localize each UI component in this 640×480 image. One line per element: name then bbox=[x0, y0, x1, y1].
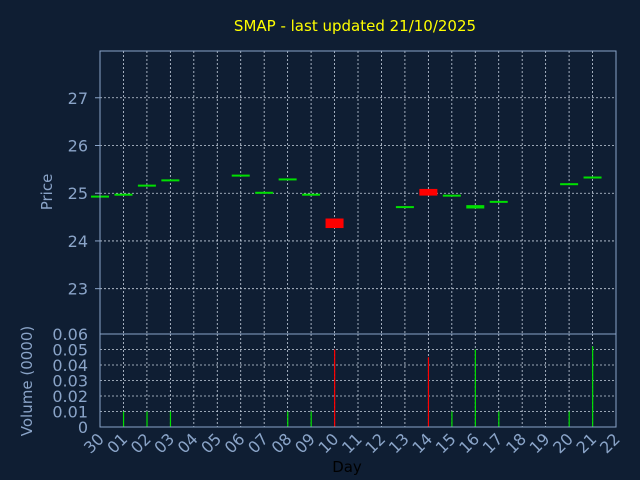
volume-tick-label: 0.03 bbox=[52, 372, 88, 391]
volume-bar-14 bbox=[427, 357, 430, 427]
volume-tick-label: 0 bbox=[78, 418, 88, 437]
volume-bar-02 bbox=[146, 411, 148, 427]
x-axis-label: Day bbox=[332, 458, 362, 476]
volume-tick-label: 0.01 bbox=[52, 403, 88, 422]
candle-01 bbox=[114, 193, 133, 196]
candle-21 bbox=[583, 176, 602, 179]
volume-tick-label: 0.06 bbox=[52, 325, 88, 344]
volume-tick-label: 0.04 bbox=[52, 356, 88, 375]
volume-bar-08 bbox=[287, 411, 289, 427]
price-axis-label: Price bbox=[38, 174, 56, 211]
volume-tick-label: 0.05 bbox=[52, 341, 88, 360]
candle-03 bbox=[161, 179, 180, 182]
volume-bar-16 bbox=[474, 349, 476, 427]
candle-15 bbox=[442, 194, 461, 197]
candle-09 bbox=[302, 193, 321, 196]
price-tick-label: 24 bbox=[68, 232, 88, 251]
chart-title: SMAP - last updated 21/10/2025 bbox=[234, 17, 476, 35]
candle-20 bbox=[560, 183, 579, 186]
volume-axis-label: Volume (0000) bbox=[18, 326, 36, 436]
price-candles bbox=[91, 174, 602, 229]
candle-10 bbox=[325, 218, 344, 229]
candle-16 bbox=[466, 205, 485, 209]
x-ticks: 3001020304050607080910111213141516171819… bbox=[80, 429, 624, 457]
price-tick-label: 23 bbox=[68, 280, 88, 299]
price-grid bbox=[100, 51, 616, 334]
price-tick-label: 27 bbox=[68, 89, 88, 108]
volume-bar-17 bbox=[498, 411, 500, 427]
volume-bar-09 bbox=[310, 411, 312, 427]
candle-13 bbox=[395, 206, 414, 209]
price-tick-label: 26 bbox=[68, 136, 88, 155]
volume-bar-01 bbox=[122, 411, 125, 427]
volume-tick-label: 0.02 bbox=[52, 387, 88, 406]
volume-bar-20 bbox=[568, 411, 570, 427]
candle-14 bbox=[419, 188, 438, 196]
volume-y-ticks: 00.010.020.030.040.050.06 bbox=[52, 325, 88, 437]
volume-grid bbox=[100, 334, 616, 427]
volume-bars bbox=[122, 346, 594, 427]
candle-08 bbox=[278, 178, 297, 181]
volume-bar-21 bbox=[592, 346, 594, 427]
candle-02 bbox=[137, 184, 156, 187]
volume-bar-03 bbox=[169, 411, 172, 427]
volume-plot-frame bbox=[99, 333, 617, 428]
candle-06 bbox=[231, 174, 250, 177]
volume-bar-10 bbox=[334, 349, 336, 427]
candle-07 bbox=[255, 191, 274, 194]
price-tick-label: 25 bbox=[68, 184, 88, 203]
price-y-ticks: 23 24 25 26 27 bbox=[68, 89, 100, 299]
volume-bar-15 bbox=[451, 411, 453, 427]
x-tick-label: 22 bbox=[596, 429, 624, 457]
candle-17 bbox=[489, 200, 508, 203]
